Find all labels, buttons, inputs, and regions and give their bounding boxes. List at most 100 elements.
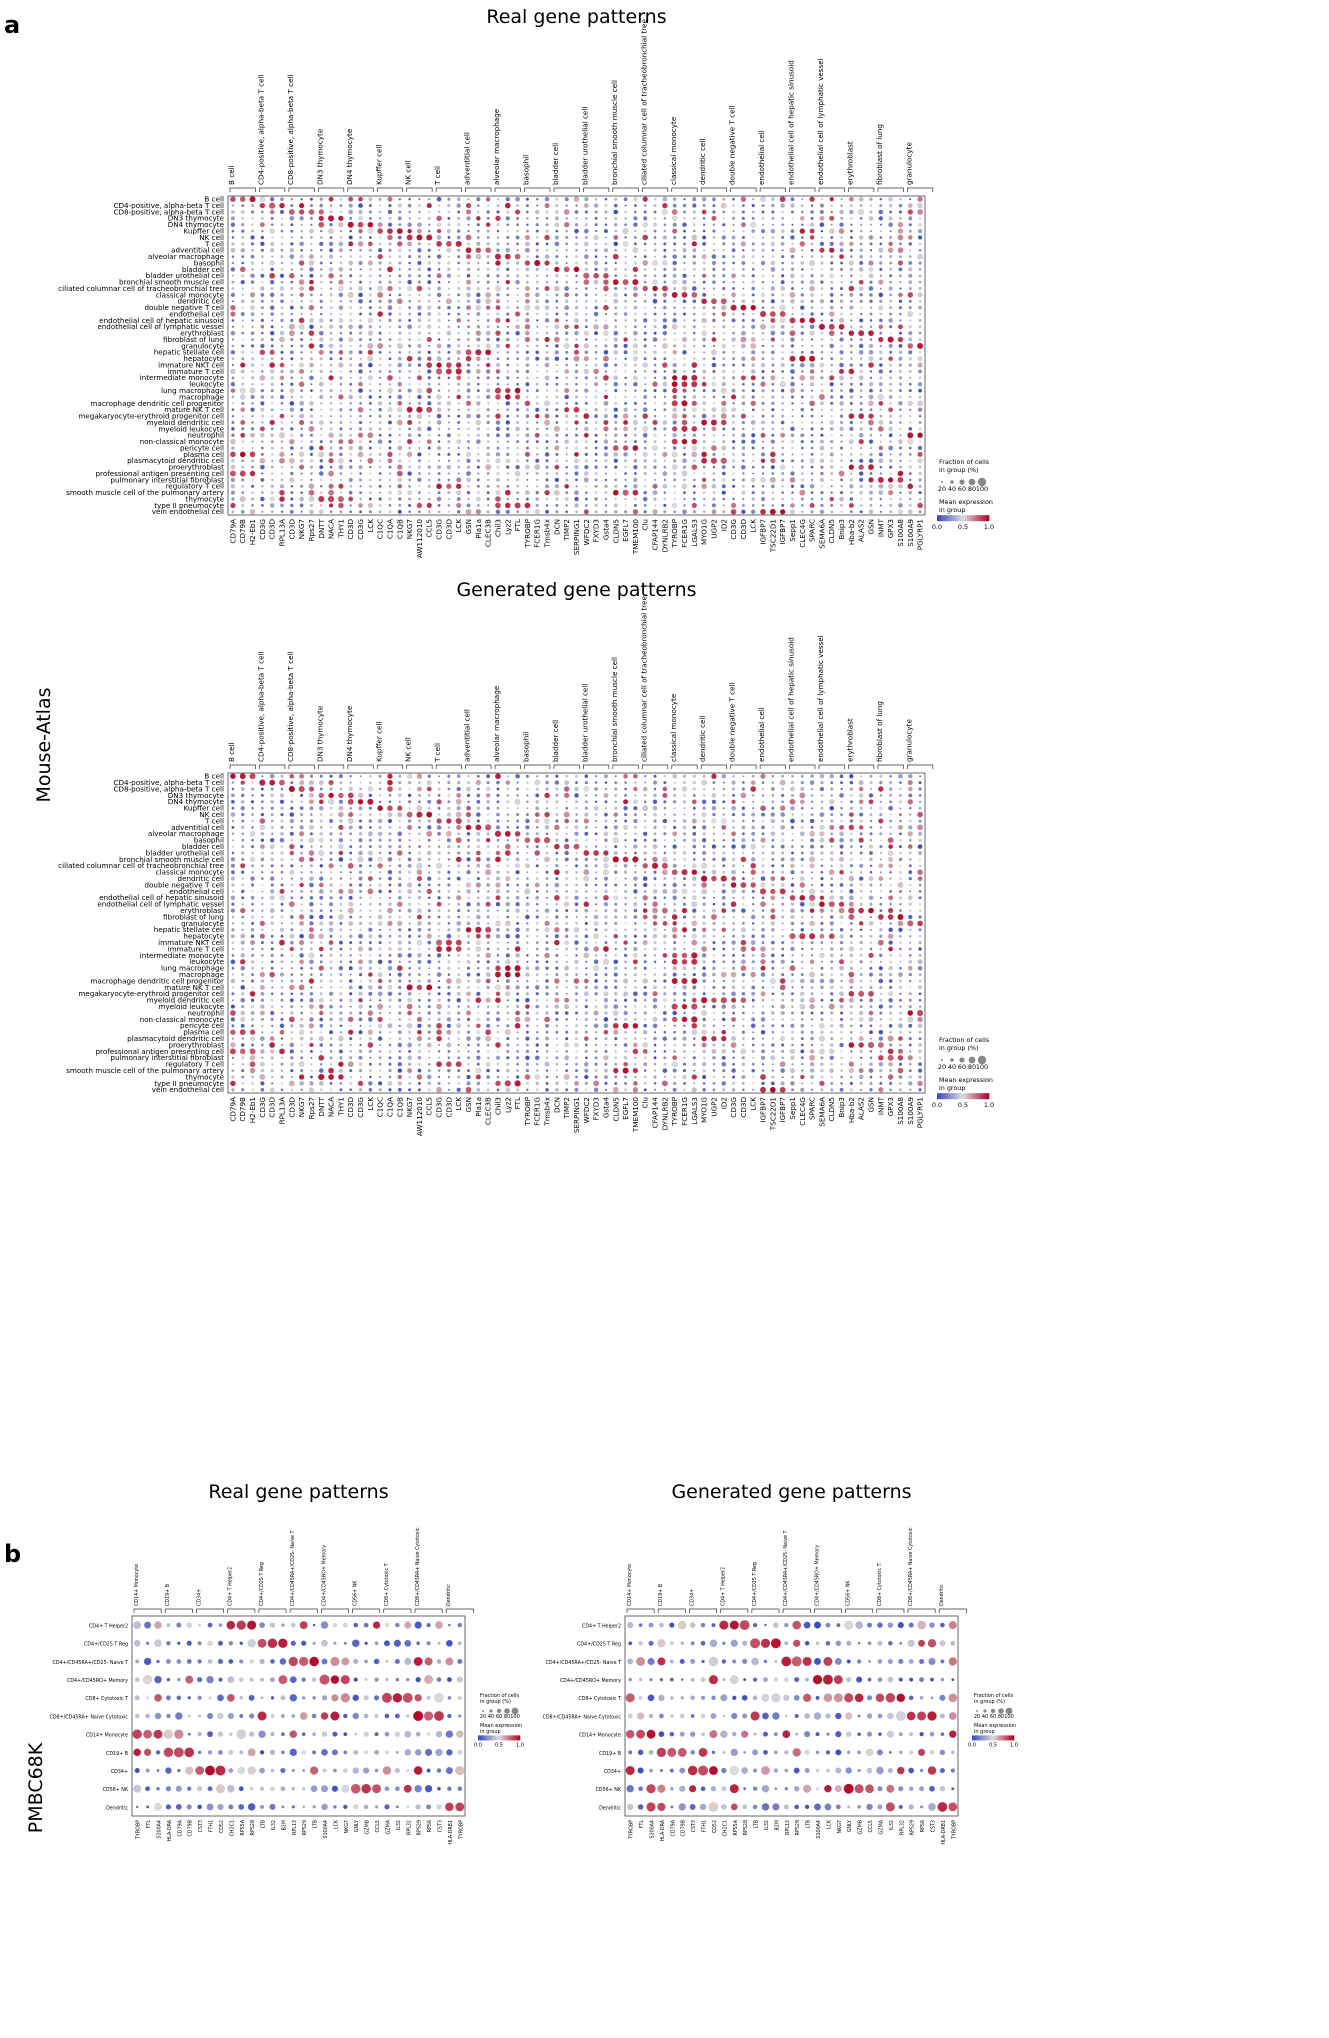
dot bbox=[320, 376, 323, 379]
dot bbox=[722, 807, 725, 810]
dot bbox=[761, 369, 765, 374]
gene-label: Clu bbox=[641, 519, 650, 531]
dot bbox=[457, 845, 461, 849]
dot bbox=[811, 338, 814, 341]
dot bbox=[279, 331, 285, 336]
dot bbox=[526, 459, 529, 462]
dot bbox=[683, 408, 686, 412]
dot bbox=[388, 363, 392, 367]
dot bbox=[555, 813, 558, 816]
dot bbox=[261, 210, 264, 214]
dot bbox=[457, 465, 461, 469]
dot bbox=[624, 210, 627, 214]
dot bbox=[467, 319, 470, 322]
dot bbox=[525, 350, 529, 354]
dot bbox=[417, 394, 422, 400]
dot bbox=[643, 229, 647, 233]
dot bbox=[770, 451, 776, 458]
dot bbox=[358, 324, 363, 329]
dot bbox=[633, 222, 638, 227]
dot bbox=[417, 786, 422, 792]
dot bbox=[712, 465, 716, 469]
dot bbox=[389, 274, 391, 277]
dot bbox=[683, 363, 686, 367]
dot bbox=[447, 383, 450, 386]
cell-type-label: endothelial cell of lymphatic vessel bbox=[97, 322, 224, 331]
dot bbox=[387, 266, 393, 273]
dot bbox=[486, 832, 490, 836]
legend-mean-tick: 0.0 bbox=[932, 523, 942, 531]
dot bbox=[241, 465, 244, 469]
dot bbox=[437, 300, 441, 303]
dot bbox=[575, 217, 578, 220]
dot bbox=[879, 230, 882, 232]
dot bbox=[584, 402, 588, 405]
dot bbox=[781, 293, 785, 297]
dot bbox=[917, 202, 923, 209]
dot bbox=[720, 413, 727, 419]
dot bbox=[466, 793, 471, 797]
dot bbox=[378, 453, 382, 456]
gene-label: GSN bbox=[867, 1097, 876, 1113]
dot bbox=[338, 774, 343, 779]
dot bbox=[496, 293, 500, 297]
dot bbox=[260, 338, 264, 342]
dot bbox=[682, 413, 687, 419]
dot bbox=[290, 781, 294, 785]
dot bbox=[516, 382, 519, 386]
cell-type-label: hepatocyte bbox=[183, 932, 224, 941]
dot bbox=[544, 490, 550, 496]
dot bbox=[534, 850, 541, 856]
dot bbox=[388, 351, 391, 354]
group-bracket bbox=[877, 187, 904, 192]
dot bbox=[525, 312, 529, 316]
dot bbox=[378, 433, 382, 437]
dot bbox=[418, 472, 421, 475]
dot bbox=[516, 229, 519, 233]
dot bbox=[673, 787, 677, 791]
dot bbox=[634, 781, 637, 784]
dot bbox=[711, 381, 717, 387]
dot bbox=[298, 856, 305, 863]
dot bbox=[770, 787, 775, 791]
dot bbox=[455, 798, 462, 805]
dot bbox=[811, 478, 814, 481]
cell-type-label: fibroblast of lung bbox=[163, 912, 224, 921]
dot bbox=[506, 351, 510, 354]
dot bbox=[526, 217, 529, 220]
group-label: endothelial cell of hepatic sinusoid bbox=[787, 60, 796, 185]
dot bbox=[781, 440, 784, 443]
dot bbox=[762, 268, 764, 271]
dot bbox=[868, 343, 874, 349]
dot bbox=[398, 389, 402, 393]
dot bbox=[908, 382, 912, 386]
dot bbox=[436, 362, 442, 368]
dot bbox=[604, 465, 608, 469]
dot bbox=[467, 427, 470, 430]
dot bbox=[809, 279, 815, 285]
dot bbox=[260, 407, 265, 412]
dot bbox=[329, 839, 333, 842]
dot bbox=[279, 799, 285, 804]
dot bbox=[506, 839, 509, 842]
dot bbox=[848, 330, 855, 336]
dot bbox=[309, 375, 314, 381]
dot bbox=[368, 267, 372, 271]
dot bbox=[555, 344, 559, 348]
dot bbox=[525, 363, 530, 367]
dot bbox=[770, 286, 775, 291]
dot bbox=[388, 293, 392, 297]
dot bbox=[869, 319, 873, 322]
dot bbox=[761, 491, 765, 495]
dot bbox=[614, 402, 618, 405]
dot bbox=[408, 344, 412, 348]
dot bbox=[742, 281, 745, 284]
dot bbox=[536, 345, 539, 347]
dot bbox=[241, 401, 245, 405]
dot bbox=[367, 850, 373, 856]
dot bbox=[427, 305, 432, 310]
dot bbox=[271, 255, 273, 258]
dot bbox=[653, 389, 657, 393]
dot bbox=[692, 261, 696, 265]
dot bbox=[271, 453, 274, 456]
